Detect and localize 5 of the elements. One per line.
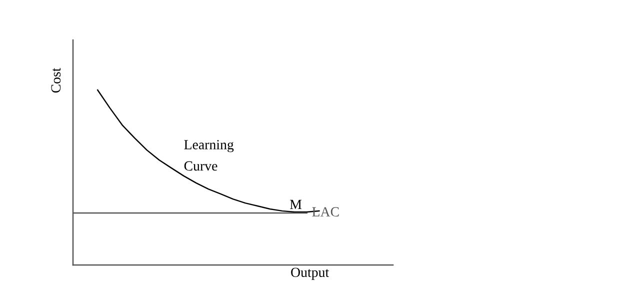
annotation: M xyxy=(290,200,302,210)
series-label: LAC xyxy=(312,207,339,217)
series-label: Learning Curve xyxy=(184,140,234,171)
y-axis-title: Cost xyxy=(51,68,61,93)
x-axis-title: Output xyxy=(291,268,330,280)
